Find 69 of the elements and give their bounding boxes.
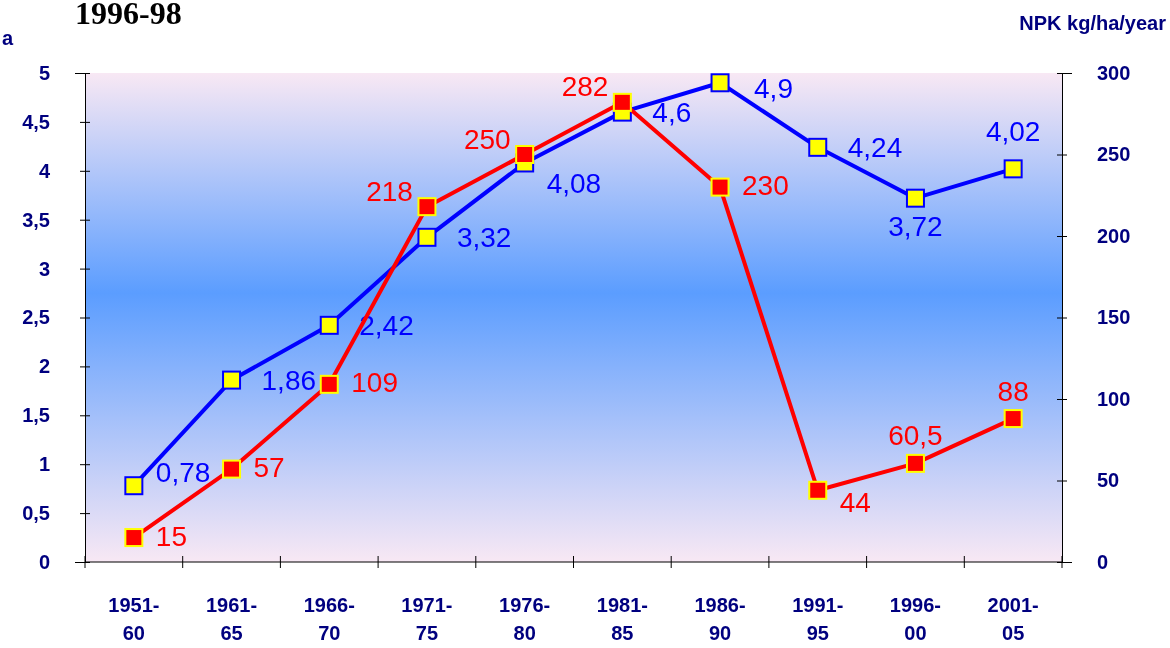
x-tick-label: 1991- 95 <box>792 594 844 644</box>
data-label: 4,08 <box>546 167 602 199</box>
point <box>319 315 339 335</box>
data-label: 250 <box>463 123 511 155</box>
y-tick-label: 4 <box>38 159 51 182</box>
y2-axis-title: NPK kg/ha/year <box>1019 12 1167 34</box>
point <box>417 197 437 217</box>
point <box>1003 159 1023 179</box>
point <box>319 374 339 394</box>
x-tick-label: 1981- 85 <box>596 594 648 644</box>
y-tick-label: 0,5 <box>22 502 50 524</box>
data-label: 282 <box>561 71 609 103</box>
x-tick-label: 1976- 80 <box>499 594 551 644</box>
x-tick-label: 1951- 60 <box>108 594 160 644</box>
x-tick-label: 1966- 70 <box>303 594 355 644</box>
y2-tick-label: 150 <box>1097 306 1131 329</box>
data-label: 60,5 <box>888 420 943 452</box>
data-label: 3,32 <box>456 222 512 254</box>
data-label: 57 <box>253 452 285 484</box>
point <box>222 370 242 390</box>
y-axis-title: a <box>2 27 14 49</box>
data-label: 0,78 <box>155 456 211 488</box>
point <box>808 480 828 500</box>
y2-tick-label: 250 <box>1097 143 1131 166</box>
y2-tick-label: 200 <box>1097 224 1131 247</box>
data-label: 15 <box>155 520 188 552</box>
point <box>417 227 437 247</box>
point <box>124 476 144 496</box>
data-label: 4,02 <box>985 115 1041 147</box>
y2-tick-label: 50 <box>1097 469 1120 492</box>
y2-tick-label: 0 <box>1097 550 1109 573</box>
point <box>905 188 925 208</box>
data-label: 218 <box>366 175 413 207</box>
point <box>808 137 828 157</box>
data-label: 109 <box>351 367 398 399</box>
data-label: 4,24 <box>847 132 903 164</box>
data-label: 3,72 <box>888 211 943 243</box>
x-tick-label: 2001- 05 <box>987 594 1039 644</box>
y2-tick-label: 100 <box>1097 387 1131 410</box>
y-tick-label: 3,5 <box>22 208 50 231</box>
x-tick-label: 1971- 75 <box>401 594 453 644</box>
point <box>1003 409 1023 429</box>
y-tick-label: 3 <box>38 257 50 280</box>
y-tick-label: 1,5 <box>22 404 50 427</box>
y-tick-label: 0 <box>38 550 50 573</box>
data-label: 230 <box>742 170 789 202</box>
point <box>905 453 925 473</box>
y-tick-label: 2,5 <box>22 306 50 329</box>
y-tick-label: 2 <box>38 355 50 378</box>
point <box>222 459 242 479</box>
y-tick-label: 4,5 <box>22 110 50 133</box>
data-label: 4,9 <box>754 72 793 104</box>
data-label: 4,6 <box>652 97 692 129</box>
x-tick-label: 1986- 90 <box>694 594 746 644</box>
x-tick-label: 1961- 65 <box>205 594 258 644</box>
y-tick-label: 1 <box>38 453 50 476</box>
data-label: 2,42 <box>359 310 414 342</box>
point <box>515 145 535 164</box>
data-label: 44 <box>839 487 871 519</box>
data-label: 88 <box>997 375 1029 407</box>
y2-tick-label: 300 <box>1097 61 1131 84</box>
point <box>612 92 632 112</box>
chart-title: 1996-98 <box>75 0 182 31</box>
point <box>124 528 144 548</box>
point <box>710 177 730 197</box>
x-tick-label: 1996- 00 <box>889 594 942 644</box>
y-tick-label: 5 <box>38 61 50 84</box>
point <box>710 73 730 93</box>
data-label: 1,86 <box>261 365 317 397</box>
